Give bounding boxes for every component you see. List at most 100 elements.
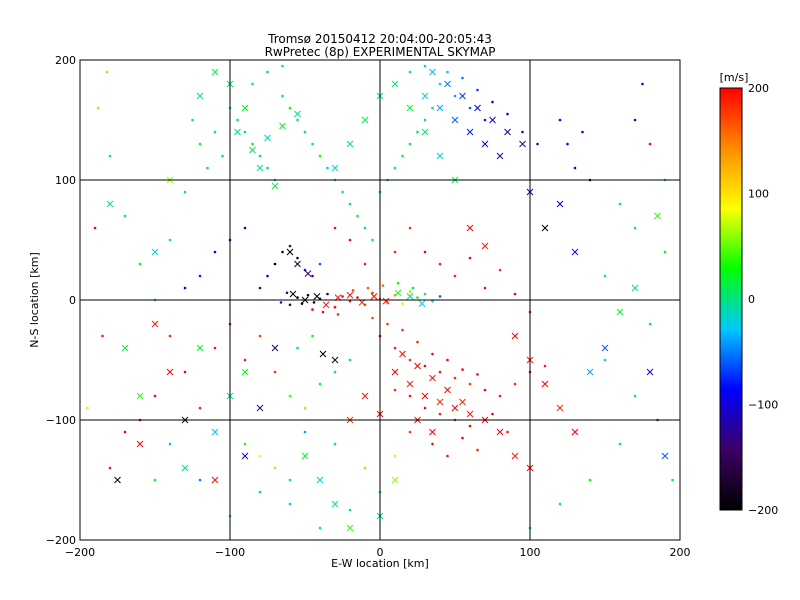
data-point-dot — [303, 406, 307, 410]
data-point-dot — [483, 286, 487, 290]
data-point-dot — [416, 296, 419, 299]
data-point-dot — [408, 290, 412, 293]
data-point-dot — [306, 293, 310, 297]
data-point-x — [406, 293, 414, 300]
data-point-x — [394, 289, 402, 297]
chart-subtitle: RwPretec (8p) EXPERIMENTAL SKYMAP — [265, 45, 496, 59]
data-point-dot — [513, 382, 517, 386]
data-point-x — [211, 476, 219, 484]
data-point-dot — [641, 82, 644, 86]
data-point-dot — [543, 364, 547, 368]
colorbar-tick-label: −200 — [748, 504, 778, 517]
data-point-x — [466, 224, 474, 232]
data-point-dot — [438, 295, 442, 298]
data-point-dot — [408, 226, 412, 230]
grid-lines — [80, 60, 680, 540]
y-tick-label: −100 — [46, 414, 76, 427]
data-point-dot — [258, 490, 262, 494]
data-point-dot — [423, 64, 427, 68]
data-point-x — [601, 344, 609, 352]
data-point-dot — [603, 358, 607, 362]
data-point-dot — [588, 478, 592, 482]
data-point-dot — [348, 358, 352, 362]
data-point-dot — [476, 448, 479, 452]
data-point-dot — [423, 118, 427, 122]
data-point-x — [459, 398, 466, 406]
data-point-dot — [333, 226, 337, 230]
data-point-x — [421, 392, 429, 400]
colorbar-gradient — [719, 87, 743, 511]
data-point-x — [481, 140, 489, 148]
data-point-dot — [386, 322, 389, 326]
data-point-dot — [198, 142, 202, 146]
data-point-dot — [363, 466, 367, 470]
data-point-dot — [366, 286, 370, 290]
data-point-x — [616, 308, 624, 316]
data-point-dot — [296, 118, 299, 122]
data-point-dot — [303, 430, 307, 434]
data-point-dot — [183, 286, 187, 290]
data-point-dot — [96, 106, 100, 110]
data-point-dot — [318, 526, 322, 530]
data-point-dot — [258, 454, 262, 458]
data-point-dot — [573, 166, 577, 170]
data-point-x — [466, 128, 474, 136]
data-point-dot — [273, 370, 277, 374]
data-point-x — [661, 452, 669, 460]
data-point-x — [331, 164, 339, 172]
data-point-dot — [408, 394, 412, 398]
data-point-dot — [273, 262, 277, 266]
y-axis-ticks: −200 −100 0 100 200 — [46, 54, 76, 547]
data-point-x — [256, 404, 264, 412]
data-point-dot — [285, 291, 289, 295]
data-point-dot — [153, 394, 157, 398]
data-point-dot — [281, 64, 284, 68]
data-point-dot — [198, 478, 202, 482]
data-point-dot — [321, 310, 325, 314]
colorbar-ticks: 200 100 0 −100 −200 — [748, 82, 778, 517]
data-point-dot — [401, 328, 404, 332]
data-point-dot — [273, 466, 277, 470]
data-point-dot — [453, 274, 457, 278]
data-point-dot — [341, 295, 344, 298]
data-point-x — [646, 368, 654, 376]
data-point-dot — [453, 376, 457, 380]
data-point-dot — [243, 226, 247, 230]
data-point-dot — [453, 94, 457, 98]
data-point-dot — [468, 256, 472, 260]
data-point-dot — [198, 274, 202, 278]
x-tick-label: 0 — [377, 546, 384, 559]
data-point-x — [301, 452, 309, 460]
data-point-dot — [333, 442, 337, 446]
x-tick-label: 200 — [670, 546, 691, 559]
data-point-dot — [266, 166, 269, 170]
data-point-x — [541, 380, 549, 388]
data-point-dot — [506, 112, 509, 116]
data-point-x — [279, 122, 286, 130]
data-point-x — [466, 410, 474, 418]
data-point-dot — [423, 364, 427, 368]
data-point-x — [436, 152, 444, 160]
data-points — [86, 64, 674, 532]
data-point-dot — [183, 370, 187, 374]
data-point-dot — [513, 292, 517, 296]
data-point-dot — [356, 214, 359, 218]
data-point-dot — [221, 154, 224, 158]
data-point-dot — [191, 118, 194, 122]
x-tick-label: −100 — [215, 546, 245, 559]
data-point-x — [211, 428, 219, 436]
data-point-dot — [93, 226, 97, 230]
data-point-x — [106, 200, 114, 208]
data-point-dot — [123, 430, 127, 434]
data-point-x — [271, 182, 279, 190]
data-point-dot — [108, 466, 112, 470]
data-point-x — [151, 320, 159, 328]
data-point-dot — [213, 250, 217, 254]
data-point-dot — [258, 334, 262, 338]
data-point-x — [382, 297, 390, 305]
data-point-dot — [105, 70, 109, 74]
data-point-dot — [296, 346, 299, 350]
data-point-x — [406, 104, 414, 112]
x-tick-label: 100 — [520, 546, 541, 559]
data-point-dot — [258, 286, 262, 290]
